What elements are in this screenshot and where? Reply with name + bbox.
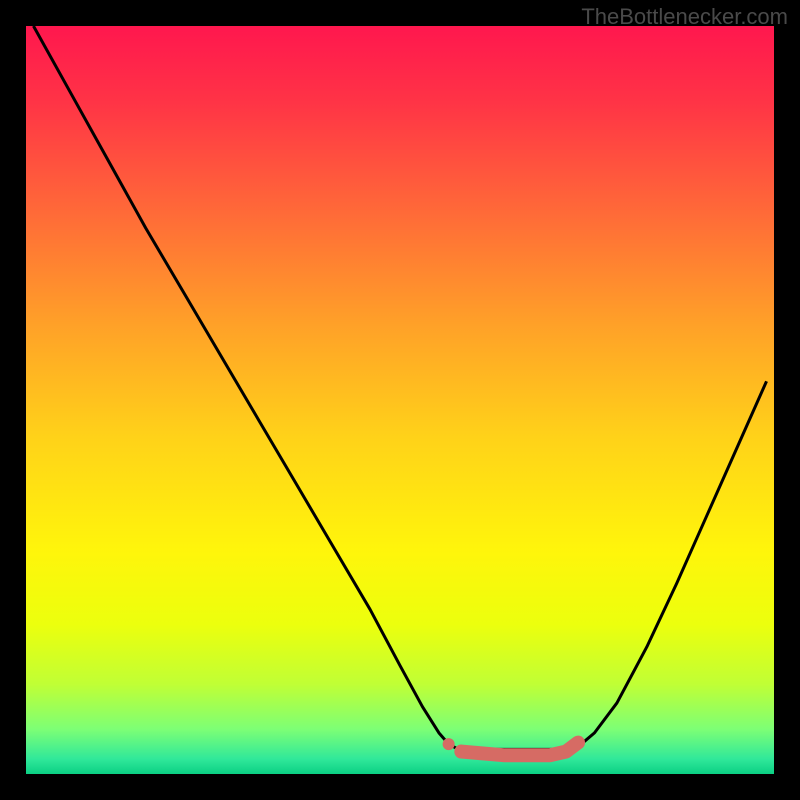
marker-dot bbox=[443, 738, 455, 750]
marker-thick-segment bbox=[461, 743, 578, 756]
curve-layer bbox=[26, 26, 774, 774]
watermark-text: TheBottlenecker.com bbox=[581, 4, 788, 30]
bottleneck-curve bbox=[33, 26, 766, 749]
plot-area bbox=[26, 26, 774, 774]
chart-container: TheBottlenecker.com bbox=[0, 0, 800, 800]
